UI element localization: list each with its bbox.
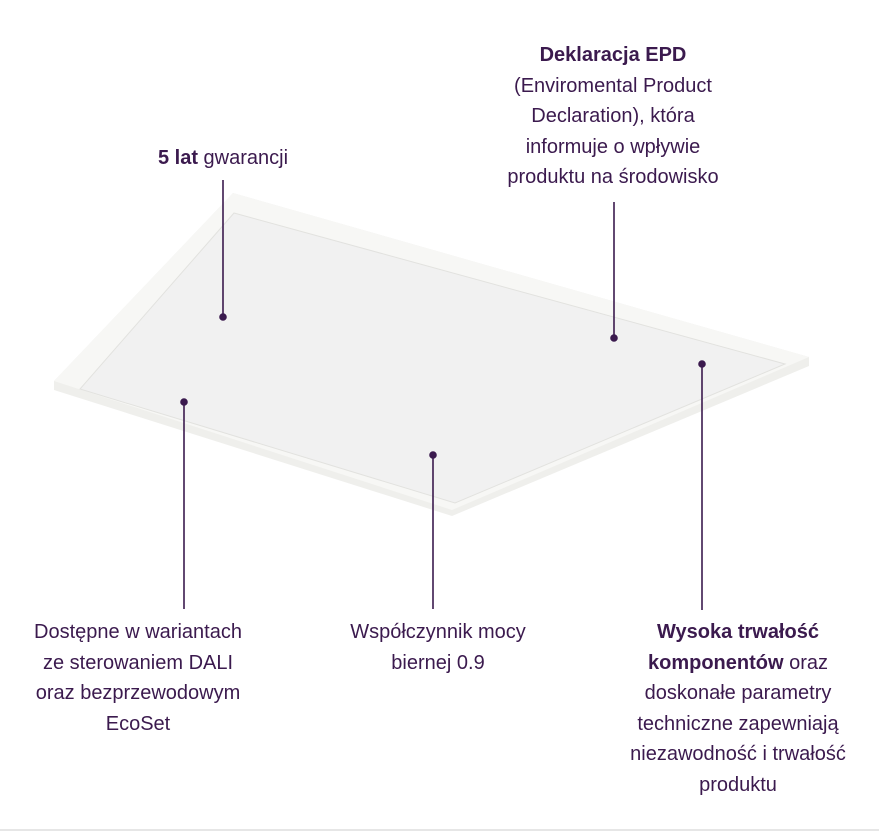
durability-line: techniczne zapewniają [637, 712, 839, 735]
dali-line: EcoSet [105, 712, 171, 735]
warranty-bold: 5 lat [157, 147, 198, 169]
epd-dot [610, 334, 618, 342]
durability-text: oraz [783, 651, 828, 674]
power-factor-line: Współczynnik mocy [350, 621, 526, 643]
durability-dot [698, 360, 706, 368]
power-factor-line: biernej 0.9 [391, 651, 485, 674]
epd-line: produktu na środowisko [507, 166, 719, 188]
durability-line: niezawodność i trwałość [630, 743, 846, 765]
dali-line: Dostępne w wariantach [34, 621, 242, 643]
dali-callout: Dostępne w wariantach ze sterowaniem DAL… [34, 617, 242, 739]
warranty-text: gwarancji [197, 147, 289, 169]
power-factor-callout: Współczynnik mocy biernej 0.9 [350, 617, 526, 678]
durability-bold: Wysoka trwałość [657, 621, 819, 643]
warranty-callout: 5 lat gwarancji [158, 143, 288, 174]
power-factor-dot [429, 451, 437, 459]
led-panel-image [54, 193, 809, 516]
durability-callout: Wysoka trwałość komponentów oraz doskona… [630, 617, 846, 800]
warranty-dot [219, 313, 227, 321]
epd-title: Deklaracja EPD [539, 44, 687, 66]
epd-callout: Deklaracja EPD (Enviromental Product Dec… [507, 40, 718, 193]
bottom-divider [0, 829, 879, 831]
epd-line: (Enviromental Product [514, 74, 712, 97]
dali-line: ze sterowaniem DALI [42, 651, 234, 674]
durability-bold: komponentów [647, 651, 784, 674]
epd-line: Declaration), która [531, 105, 695, 127]
durability-line: doskonałe parametry [644, 682, 832, 704]
epd-line: informuje o wpływie [525, 135, 701, 158]
dali-line: oraz bezprzewodowym [35, 682, 241, 704]
dali-dot [180, 398, 188, 406]
durability-line: produktu [699, 773, 777, 796]
